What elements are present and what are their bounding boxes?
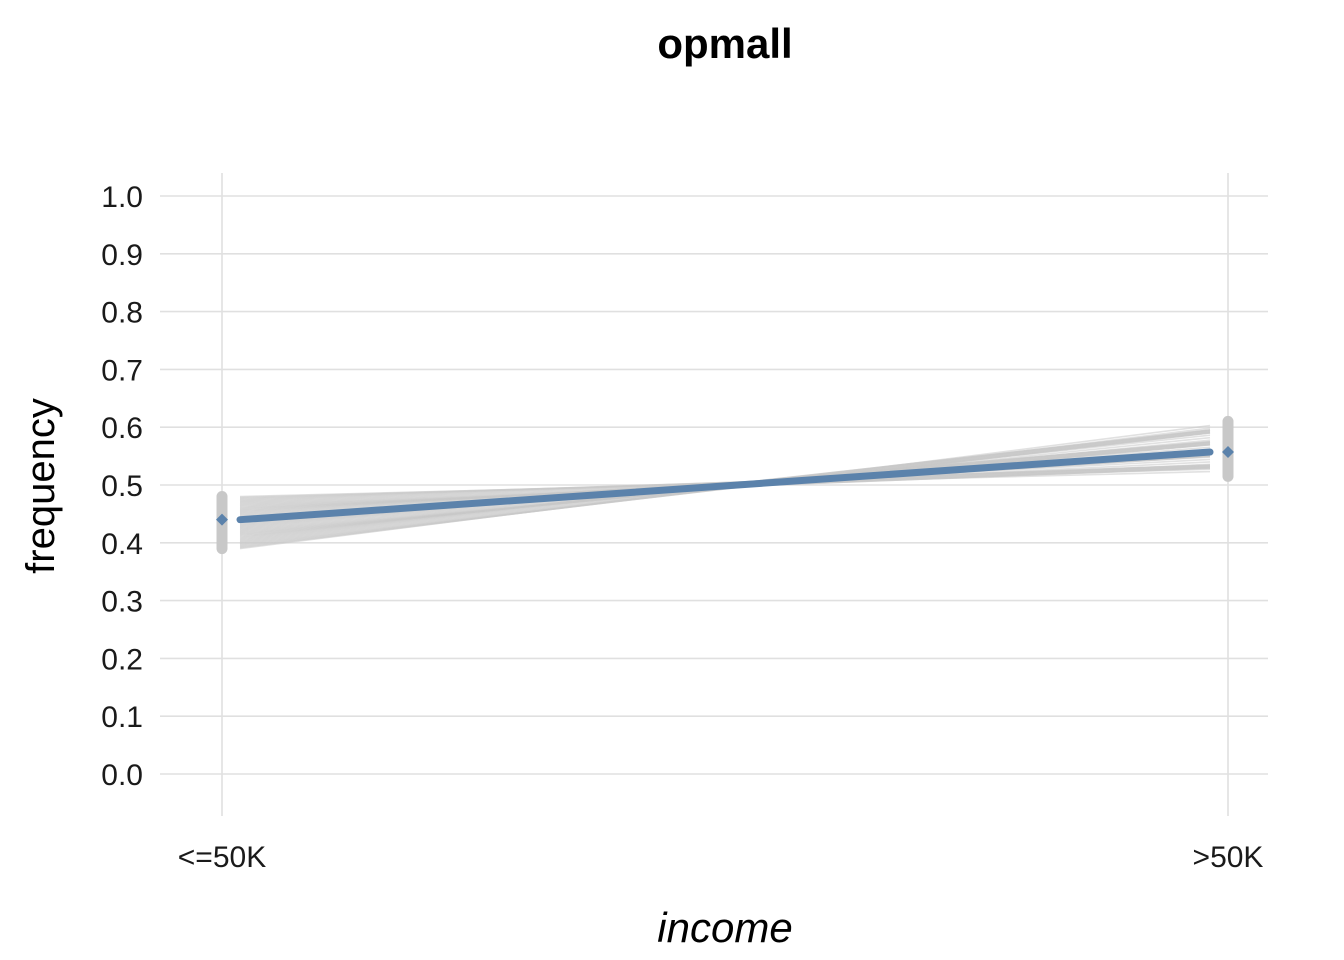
data-point [1222,446,1234,459]
y-tick-label: 0.1 [101,701,143,734]
y-tick-label: 0.0 [101,759,143,792]
data-point [216,513,228,526]
y-tick-label: 0.7 [101,354,143,387]
y-tick-label: 0.2 [101,643,143,676]
y-tick-label: 0.9 [101,239,143,272]
x-tick-labels: <=50K >50K [178,841,1264,874]
y-tick-labels: 0.0 0.1 0.2 0.3 0.4 0.5 0.6 0.7 0.8 0.9 1.0 [101,181,143,792]
y-tick-label: 0.8 [101,297,143,330]
y-tick-label: 1.0 [101,181,143,214]
chart-title: opmall [657,20,792,67]
x-tick-label: >50K [1193,841,1264,874]
y-tick-label: 0.3 [101,586,143,619]
series-line [236,448,1214,524]
x-axis-label: income [657,904,792,951]
series-layer [216,446,1234,526]
y-axis-label: frequency [19,398,63,574]
y-tick-label: 0.4 [101,528,143,561]
y-tick-label: 0.6 [101,412,143,445]
x-tick-label: <=50K [178,841,266,874]
y-tick-label: 0.5 [101,470,143,503]
